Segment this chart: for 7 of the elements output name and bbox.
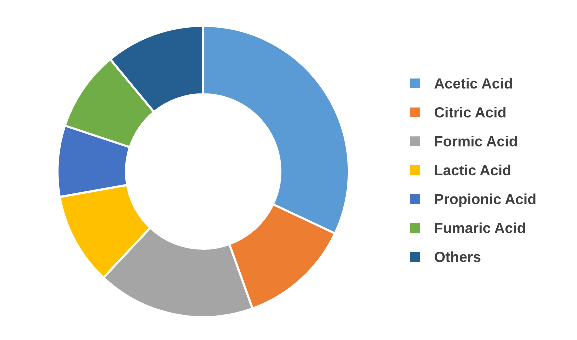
legend-label: Formic Acid xyxy=(435,136,518,147)
legend-label: Citric Acid xyxy=(434,107,506,118)
legend-label: Others xyxy=(434,252,481,262)
legend-label: Fumaric Acid xyxy=(435,222,526,234)
legend-label: Lactic Acid xyxy=(435,164,511,176)
legend-label: Propionic Acid xyxy=(435,194,536,208)
legend-label: Acetic Acid xyxy=(434,78,512,89)
